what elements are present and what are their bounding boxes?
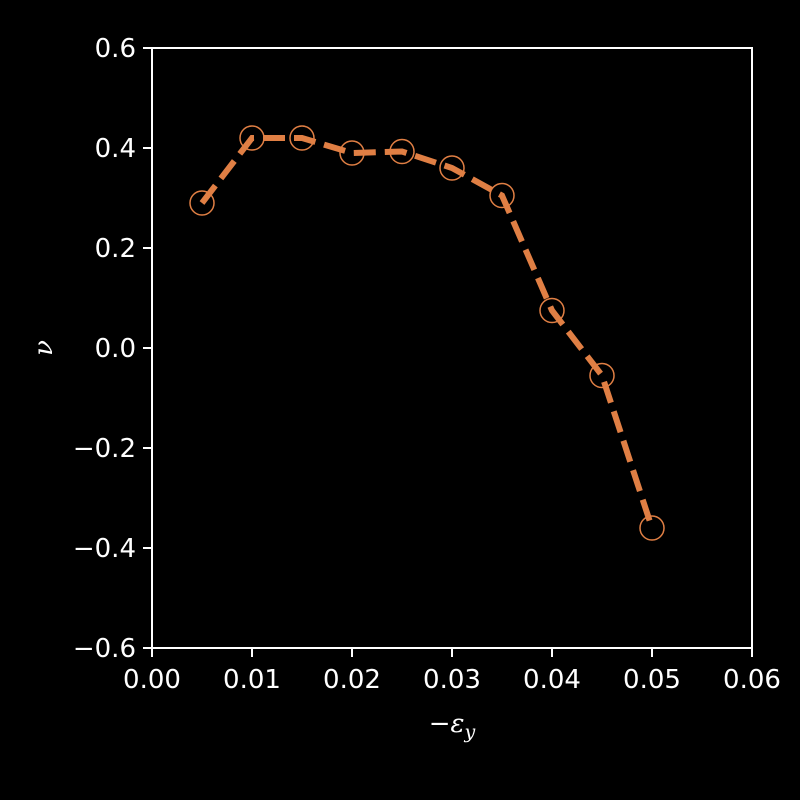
series-markers: [189, 125, 665, 541]
x-tick-label: 0.04: [523, 665, 581, 695]
y-tick-label: −0.6: [73, 634, 136, 664]
y-axis-ticks: 0.6 0.4 0.2 0.0 −0.2 −0.4 −0.6: [73, 34, 152, 664]
x-tick-label: 0.01: [223, 665, 281, 695]
y-tick-label: −0.4: [73, 534, 136, 564]
x-tick-label: 0.03: [423, 665, 481, 695]
data-point: [339, 140, 365, 166]
x-axis-label: −εy: [429, 709, 476, 743]
series-line: [199, 135, 655, 529]
data-point: [589, 362, 615, 389]
data-point: [639, 515, 665, 541]
data-point: [389, 138, 415, 165]
y-tick-label: 0.0: [95, 334, 136, 364]
x-tick-label: 0.00: [123, 665, 181, 695]
y-tick-label: 0.4: [95, 134, 136, 164]
data-point: [439, 155, 465, 181]
data-point: [489, 182, 515, 209]
y-axis-label: ν: [29, 340, 59, 356]
data-point: [539, 297, 565, 324]
x-tick-label: 0.02: [323, 665, 381, 695]
x-tick-label: 0.06: [723, 665, 781, 695]
plot-area: [189, 125, 665, 541]
x-tick-label: 0.05: [623, 665, 681, 695]
y-tick-label: 0.2: [95, 234, 136, 264]
y-tick-label: 0.6: [95, 34, 136, 64]
data-point: [239, 125, 265, 151]
data-point: [189, 190, 215, 216]
y-tick-label: −0.2: [73, 434, 136, 464]
data-point: [289, 125, 315, 151]
x-axis-ticks: 0.00 0.01 0.02 0.03 0.04 0.05 0.06: [123, 648, 781, 695]
